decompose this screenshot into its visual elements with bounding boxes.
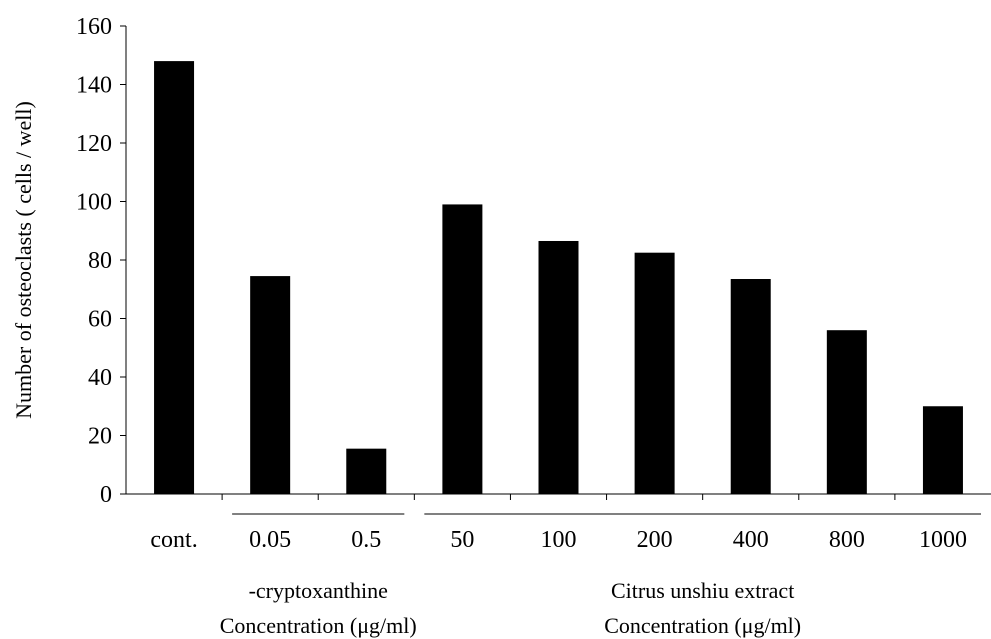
group-concentration-label-citrus: Concentration (μg/ml)	[604, 613, 801, 638]
y-tick-label: 60	[88, 307, 112, 333]
bar	[826, 330, 867, 494]
y-axis-label: Number of osteoclasts ( cells / well)	[11, 101, 36, 419]
y-tick-label: 160	[76, 14, 112, 40]
bar	[154, 61, 195, 494]
x-tick-label: cont.	[150, 527, 197, 553]
bar	[250, 276, 291, 494]
y-tick-label: 0	[100, 482, 112, 508]
y-tick-label: 80	[88, 248, 112, 274]
x-tick-label: 0.05	[249, 527, 291, 553]
bars	[154, 61, 963, 495]
group-concentration-label-cryptoxanthine: Concentration (μg/ml)	[220, 613, 417, 638]
bar	[730, 279, 771, 494]
bar	[538, 240, 579, 494]
bar	[922, 406, 963, 494]
bar	[634, 252, 675, 494]
y-axis-label-group: Number of osteoclasts ( cells / well)	[11, 101, 36, 419]
bar	[346, 448, 387, 494]
x-tick-label: 200	[637, 527, 673, 553]
x-tick-label: 0.5	[351, 527, 381, 553]
y-axis-ticks: 0 20 40 60 80 100 120 140 160	[76, 14, 126, 508]
group-label-citrus: Citrus unshiu extract	[611, 578, 794, 603]
y-tick-label: 40	[88, 365, 112, 391]
x-tick-label: 1000	[919, 527, 967, 553]
x-tick-label: 100	[541, 527, 577, 553]
y-tick-label: 140	[76, 73, 112, 99]
group-labels: -cryptoxanthine Concentration (μg/ml) Ci…	[220, 513, 981, 638]
group-label-cryptoxanthine: -cryptoxanthine	[249, 578, 388, 603]
y-tick-label: 20	[88, 424, 112, 450]
x-tick-label: 400	[733, 527, 769, 553]
x-tick-label: 800	[829, 527, 865, 553]
y-tick-label: 120	[76, 131, 112, 157]
bar	[442, 204, 483, 495]
y-tick-label: 100	[76, 190, 112, 216]
x-tick-label: 50	[450, 527, 474, 553]
x-axis-tick-labels: cont. 0.05 0.5 50 100 200 400 800 1000	[150, 527, 967, 553]
